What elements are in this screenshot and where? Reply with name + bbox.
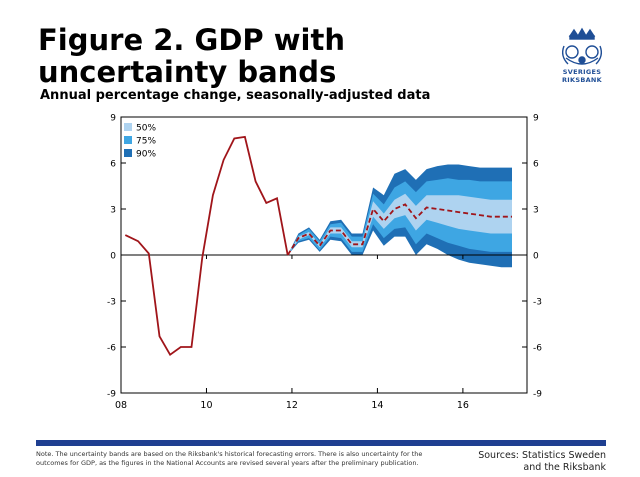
x-tick-label: 10 (200, 400, 212, 411)
y-tick-label-left: 6 (110, 160, 116, 170)
y-tick-label-right: 3 (533, 206, 539, 216)
y-tick-label-left: 0 (110, 252, 116, 262)
riksbank-crown-logo-icon (561, 27, 603, 65)
x-tick-label: 08 (115, 400, 127, 411)
uncertainty-band-50 (287, 193, 512, 255)
page-title: Figure 2. GDP with uncertainty bands (38, 23, 345, 89)
forecast-line (286, 203, 512, 256)
legend-label-50: 50% (136, 124, 156, 134)
y-tick-label-left: 3 (110, 206, 116, 216)
y-tick-label-left: -3 (107, 298, 116, 308)
legend-swatch-50 (124, 123, 132, 131)
legend-label-75: 75% (136, 137, 156, 147)
logo-wordmark: SVERIGES RIKSBANK (561, 68, 602, 84)
chart-subtitle: Annual percentage change, seasonally-adj… (40, 88, 431, 103)
y-tick-label-right: 6 (533, 160, 539, 170)
legend-swatch-75 (124, 136, 132, 144)
outcome-line (124, 135, 289, 357)
y-tick-label-left: -9 (107, 390, 116, 400)
y-tick-label-right: -3 (533, 298, 542, 308)
x-tick-label: 14 (371, 400, 383, 411)
legend-swatch-90 (124, 149, 132, 157)
footer-divider (36, 440, 606, 446)
legend-label-90: 90% (136, 150, 156, 160)
sources-text: Sources: Statistics Sweden and the Riksb… (478, 450, 606, 473)
y-tick-label-right: -6 (533, 344, 542, 354)
y-tick-label-right: 9 (533, 114, 539, 124)
y-tick-label-left: 9 (110, 114, 116, 124)
y-tick-label-left: -6 (107, 344, 116, 354)
y-tick-label-right: -9 (533, 390, 542, 400)
x-tick-label: 12 (286, 400, 298, 411)
footnote: Note. The uncertainty bands are based on… (36, 450, 423, 467)
y-tick-label-right: 0 (533, 252, 539, 262)
x-tick-label: 16 (457, 400, 469, 411)
